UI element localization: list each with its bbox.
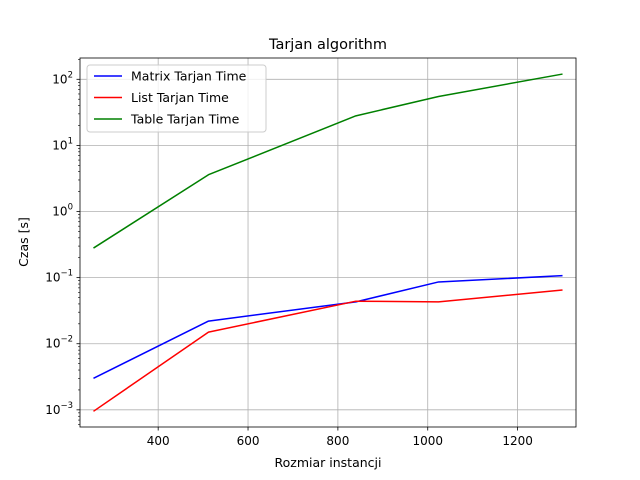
x-tick-label: 1000: [412, 434, 443, 448]
legend-box: [86, 64, 267, 133]
series-line-3: [93, 73, 563, 249]
y-tick-label: 101: [52, 136, 73, 152]
y-tick-label: 10−2: [45, 335, 73, 351]
legend-label: Table Tarjan Time: [130, 112, 240, 127]
y-axis-ticks: 10−3 10−2 10−1 100 101 102: [45, 59, 80, 425]
x-tick-label: 1200: [502, 434, 533, 448]
y-axis-label: Czas [s]: [16, 217, 31, 267]
legend-label: Matrix Tarjan Time: [131, 69, 247, 84]
y-tick-label: 100: [52, 203, 73, 219]
x-tick-label: 600: [237, 434, 260, 448]
x-tick-label: 400: [147, 434, 170, 448]
y-tick-label: 10−3: [45, 401, 73, 417]
grid: [80, 58, 576, 427]
x-axis-ticks: 400 600 800 1000 1200: [147, 427, 533, 448]
plot-frame: [79, 57, 577, 428]
x-tick-label: 800: [326, 434, 349, 448]
y-tick-label: 102: [52, 70, 73, 86]
x-axis-label: Rozmiar instancji: [275, 455, 382, 470]
legend: Matrix Tarjan Time List Tarjan Time Table …: [86, 64, 267, 133]
series-line-2: [93, 289, 563, 412]
legend-label: List Tarjan Time: [131, 90, 229, 105]
series-lines: [93, 73, 563, 412]
chart-title: Tarjan algorithm: [268, 37, 387, 53]
y-tick-label: 10−1: [45, 269, 73, 285]
